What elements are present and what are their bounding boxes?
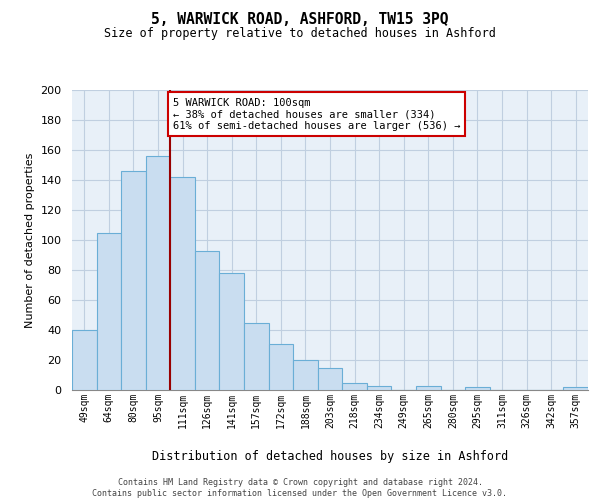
- Bar: [416, 386, 440, 390]
- Bar: [195, 250, 220, 390]
- Text: Size of property relative to detached houses in Ashford: Size of property relative to detached ho…: [104, 28, 496, 40]
- Y-axis label: Number of detached properties: Number of detached properties: [25, 152, 35, 328]
- Bar: [269, 344, 293, 390]
- Bar: [146, 156, 170, 390]
- Bar: [121, 171, 146, 390]
- Bar: [318, 368, 342, 390]
- Bar: [465, 387, 490, 390]
- Text: Distribution of detached houses by size in Ashford: Distribution of detached houses by size …: [152, 450, 508, 463]
- Bar: [367, 386, 391, 390]
- Text: 5 WARWICK ROAD: 100sqm
← 38% of detached houses are smaller (334)
61% of semi-de: 5 WARWICK ROAD: 100sqm ← 38% of detached…: [173, 98, 460, 130]
- Bar: [72, 330, 97, 390]
- Bar: [293, 360, 318, 390]
- Bar: [97, 232, 121, 390]
- Text: Contains HM Land Registry data © Crown copyright and database right 2024.
Contai: Contains HM Land Registry data © Crown c…: [92, 478, 508, 498]
- Text: 5, WARWICK ROAD, ASHFORD, TW15 3PQ: 5, WARWICK ROAD, ASHFORD, TW15 3PQ: [151, 12, 449, 28]
- Bar: [342, 382, 367, 390]
- Bar: [563, 387, 588, 390]
- Bar: [170, 177, 195, 390]
- Bar: [244, 322, 269, 390]
- Bar: [220, 273, 244, 390]
